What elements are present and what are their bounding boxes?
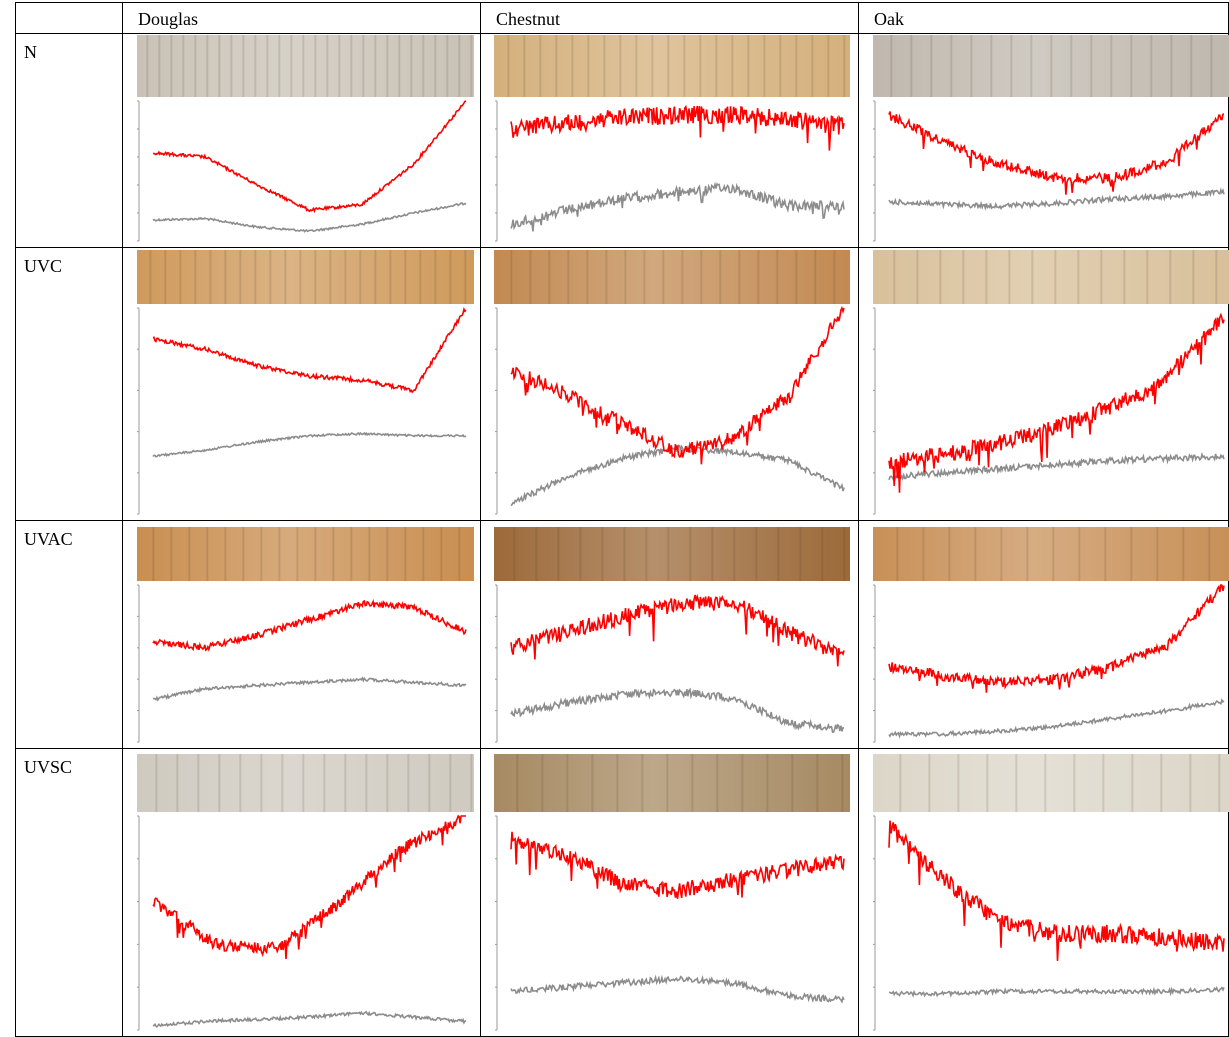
profile-curve [152,202,467,233]
wood-sample [873,250,1229,304]
profile-curve [888,187,1225,211]
profile-curve [888,111,1225,195]
row-label: UVC [24,256,63,276]
wood-sample [494,754,850,812]
wood-sample [137,527,474,581]
wood-sample [137,250,474,304]
wood-sample [137,754,474,812]
table-border [15,247,1229,248]
profile-curve [152,100,467,214]
wood-sample [137,35,474,97]
column-header: Oak [874,9,904,29]
profile-curve [152,599,467,653]
profile-curve [152,1010,467,1028]
table-border [15,748,1229,749]
table-border [15,520,1229,521]
profile-curve [152,306,467,394]
profile-curve [888,820,1225,961]
profile-curve [510,305,845,465]
profile-curve [510,593,845,667]
row-label: UVAC [24,529,73,549]
wood-sample [873,527,1229,581]
wood-sample [494,250,850,304]
wood-sample [494,35,850,97]
wood-sample [873,754,1229,812]
row-label: UVSC [24,757,73,777]
profile-curve [888,451,1225,482]
wood-sample [873,35,1229,97]
table-border [122,2,123,1036]
profile-curve [888,986,1225,998]
profile-curve [152,814,466,959]
profile-curve [510,181,845,232]
table-border [15,2,1229,3]
table-border [15,2,16,1036]
wood-sample [494,527,850,581]
profile-curve [510,831,845,899]
profile-curve [510,687,845,733]
profile-curve [152,431,467,458]
row-label: N [24,42,37,62]
profile-curve [888,698,1225,739]
profile-curve [888,312,1225,493]
table-border [480,2,481,1036]
profile-curve [152,676,467,702]
column-header: Chestnut [496,9,561,29]
profile-curve [510,974,845,1004]
profile-curve [510,104,845,151]
table-border [15,33,1229,34]
table-border [858,2,859,1036]
profile-curve [888,583,1225,693]
profile-curve [510,444,845,507]
column-header: Douglas [138,9,198,29]
